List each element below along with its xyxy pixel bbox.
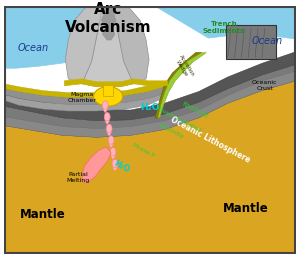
Polygon shape	[112, 7, 149, 84]
Polygon shape	[111, 156, 116, 160]
Text: Kaolinite: Kaolinite	[158, 122, 185, 139]
Text: Mantle: Mantle	[20, 207, 66, 220]
Text: Phase P: Phase P	[131, 141, 155, 157]
Ellipse shape	[108, 136, 114, 145]
Polygon shape	[103, 110, 108, 114]
Polygon shape	[4, 72, 296, 138]
Text: Oceanic Lithosphere: Oceanic Lithosphere	[169, 115, 252, 164]
Text: Mantle: Mantle	[223, 201, 268, 214]
Polygon shape	[64, 80, 167, 87]
Ellipse shape	[112, 160, 118, 168]
Ellipse shape	[102, 101, 108, 110]
Text: H₂O: H₂O	[140, 102, 160, 111]
Text: Ocean: Ocean	[18, 43, 49, 53]
Polygon shape	[103, 85, 113, 97]
Text: Trench
Sediments: Trench Sediments	[203, 21, 245, 34]
Polygon shape	[155, 7, 296, 40]
Ellipse shape	[94, 87, 123, 107]
Polygon shape	[105, 121, 110, 125]
Polygon shape	[4, 93, 167, 112]
Polygon shape	[98, 7, 120, 33]
Ellipse shape	[110, 148, 116, 157]
Text: Accretion
Wedge: Accretion Wedge	[173, 54, 195, 80]
Polygon shape	[4, 82, 296, 254]
Text: Super Hydrated: Super Hydrated	[158, 106, 202, 132]
Text: H₂O: H₂O	[112, 158, 131, 174]
Polygon shape	[82, 7, 134, 87]
Text: Magma
Chamber: Magma Chamber	[68, 92, 96, 102]
Polygon shape	[4, 65, 296, 138]
Polygon shape	[112, 168, 117, 172]
Text: Partial
Melting: Partial Melting	[66, 171, 90, 182]
Polygon shape	[4, 82, 167, 98]
Bar	[226, 26, 277, 60]
Polygon shape	[4, 86, 167, 105]
Text: Oceanic
Crust: Oceanic Crust	[252, 80, 278, 91]
Polygon shape	[158, 53, 206, 118]
Text: Kaolinite: Kaolinite	[181, 100, 209, 119]
Text: Arc
Volcanism: Arc Volcanism	[65, 3, 152, 35]
Polygon shape	[155, 53, 202, 118]
Polygon shape	[4, 7, 126, 101]
Polygon shape	[4, 53, 296, 121]
Polygon shape	[107, 133, 112, 137]
Text: Ocean: Ocean	[251, 36, 282, 46]
Polygon shape	[101, 7, 116, 41]
Ellipse shape	[106, 125, 112, 133]
Polygon shape	[82, 147, 111, 183]
Ellipse shape	[104, 113, 110, 122]
Polygon shape	[65, 7, 102, 84]
Polygon shape	[109, 145, 113, 148]
